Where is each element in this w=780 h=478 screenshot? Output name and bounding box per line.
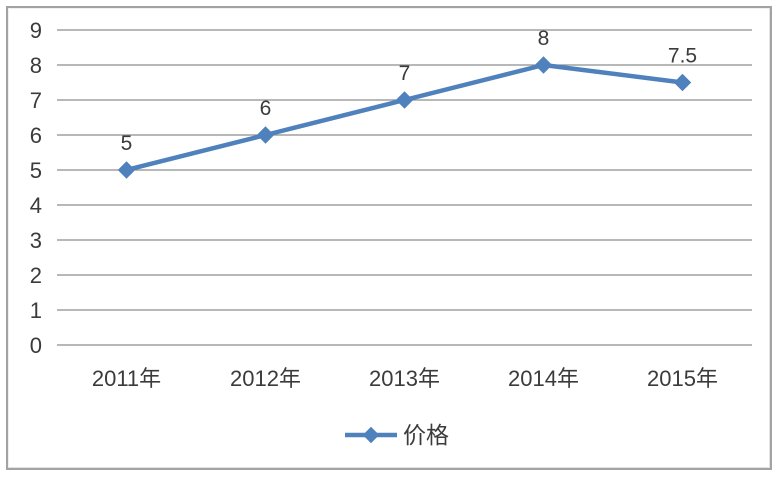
legend-label: 价格: [403, 422, 449, 448]
data-point-marker: [673, 73, 692, 92]
data-point-marker: [534, 56, 553, 74]
y-axis-tick-label: 3: [30, 228, 42, 253]
y-axis-tick-label: 4: [30, 193, 42, 218]
y-axis-tick-label: 2: [30, 263, 42, 288]
data-point-label: 7: [399, 62, 411, 85]
data-point-label: 7.5: [668, 45, 697, 68]
data-point-label: 8: [538, 27, 550, 50]
data-point-marker: [117, 161, 136, 179]
y-axis-tick-label: 1: [30, 298, 42, 323]
y-axis-tick-label: 0: [30, 333, 42, 358]
data-point-label: 5: [121, 132, 133, 155]
data-point-marker: [395, 91, 414, 109]
y-axis-tick-label: 6: [30, 123, 42, 148]
x-axis-label: 2015年: [647, 366, 718, 391]
y-axis-tick-label: 7: [30, 88, 42, 113]
price-line-chart: 0 1 2 3 4 5 6 7 8 9 2011年 2012年 2013年 2014年 2015年 5 6 7 8 7…: [30, 18, 752, 448]
x-axis-label: 2014年: [508, 366, 579, 391]
legend-marker-swatch: [362, 426, 380, 444]
y-axis-tick-label: 5: [30, 158, 42, 183]
x-axis-label: 2011年: [92, 366, 161, 391]
x-axis-label: 2013年: [369, 366, 440, 391]
data-point-label: 6: [260, 97, 272, 120]
data-point-marker: [256, 126, 275, 144]
y-axis-tick-label: 9: [30, 18, 42, 43]
chart-frame: 0 1 2 3 4 5 6 7 8 9 2011年 2012年 2013年 2014年 2015年 5 6 7 8 7…: [6, 6, 772, 470]
y-axis-tick-label: 8: [30, 53, 42, 78]
x-axis-label: 2012年: [230, 366, 301, 391]
